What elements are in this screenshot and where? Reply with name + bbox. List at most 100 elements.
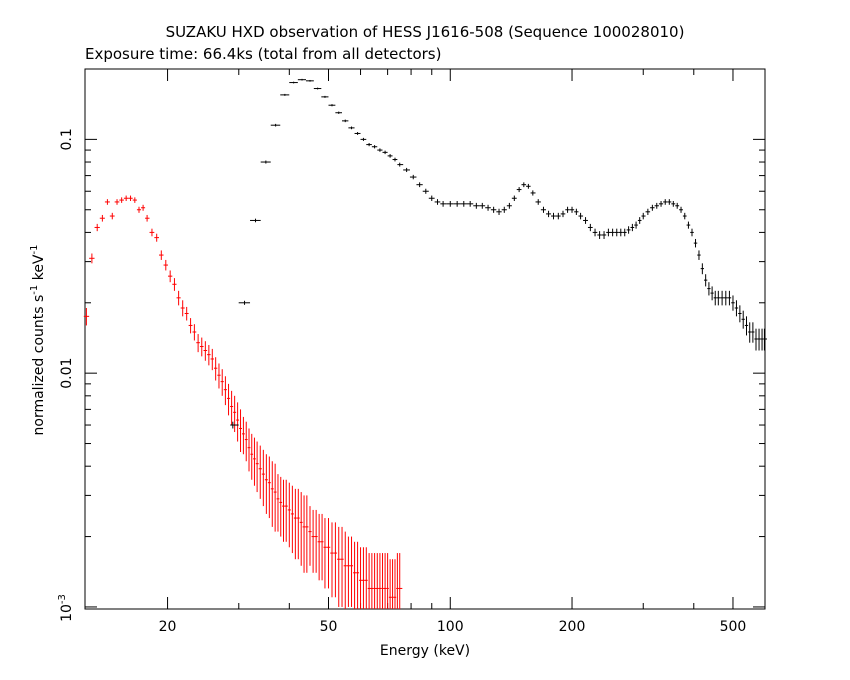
- chart-title: SUZAKU HXD observation of HESS J1616-508…: [166, 23, 685, 41]
- series-layer: [83, 78, 768, 609]
- data-point: [386, 553, 389, 609]
- data-point: [196, 334, 200, 353]
- y-axis-tick-labels: 0.1 0.01: [59, 128, 75, 389]
- data-point: [388, 559, 392, 609]
- data-point: [731, 295, 735, 311]
- data-point: [521, 182, 527, 188]
- data-point: [247, 428, 251, 472]
- data-point: [700, 263, 705, 275]
- data-point: [710, 286, 714, 301]
- data-point: [751, 322, 755, 343]
- data-point: [250, 218, 261, 223]
- data-point: [610, 228, 615, 237]
- data-point: [675, 202, 680, 209]
- data-point: [233, 395, 237, 433]
- data-point: [261, 449, 265, 507]
- data-point: [690, 228, 694, 237]
- data-point: [723, 290, 728, 306]
- data-point: [223, 376, 227, 406]
- data-point: [370, 553, 374, 609]
- data-point: [679, 206, 683, 213]
- data-point: [172, 278, 177, 291]
- data-point: [293, 488, 297, 560]
- data-point: [614, 228, 619, 237]
- data-point: [207, 344, 211, 366]
- data-point: [453, 201, 461, 207]
- x-axis-tick-labels: 20 50 100 200 500: [159, 619, 747, 635]
- data-point: [637, 217, 642, 224]
- data-point: [323, 518, 327, 589]
- data-point: [587, 223, 593, 232]
- data-point: [446, 201, 454, 207]
- data-point: [273, 463, 277, 532]
- data-point: [192, 324, 197, 341]
- data-point: [359, 547, 362, 609]
- data-point: [176, 290, 181, 306]
- data-point: [203, 341, 208, 361]
- data-point: [210, 348, 214, 371]
- data-point: [606, 228, 611, 237]
- data-point: [287, 482, 291, 548]
- data-point: [330, 522, 334, 598]
- y-tick-label-exp: 10-3: [57, 594, 75, 622]
- data-point: [250, 433, 254, 480]
- data-point: [434, 199, 441, 205]
- data-point: [109, 212, 115, 220]
- data-point: [353, 541, 357, 609]
- data-point: [335, 111, 342, 114]
- data-point: [371, 145, 378, 149]
- data-point: [530, 190, 536, 196]
- data-point: [387, 154, 393, 158]
- data-point: [479, 202, 486, 209]
- data-point: [311, 509, 315, 573]
- data-point: [663, 199, 668, 205]
- x-tick-label: 20: [159, 619, 177, 635]
- data-point: [341, 119, 349, 123]
- data-point: [289, 81, 298, 84]
- data-point: [734, 300, 739, 317]
- data-point: [378, 553, 382, 609]
- data-point: [356, 541, 360, 609]
- data-point: [320, 513, 324, 581]
- data-point: [565, 206, 570, 213]
- data-point: [239, 409, 242, 453]
- data-point: [99, 214, 105, 222]
- data-point: [713, 290, 717, 306]
- data-point: [188, 318, 193, 334]
- data-point: [645, 208, 651, 215]
- data-point: [391, 559, 394, 609]
- data-point: [760, 328, 764, 351]
- data-point: [290, 485, 294, 554]
- data-point: [526, 183, 531, 189]
- data-point: [382, 150, 388, 155]
- data-point: [366, 142, 372, 147]
- series-1: [230, 78, 768, 429]
- data-point: [354, 132, 361, 135]
- data-point: [238, 300, 251, 305]
- data-point: [634, 221, 638, 229]
- data-point: [422, 188, 429, 194]
- x-tick-label: 200: [559, 619, 586, 635]
- data-point: [720, 290, 724, 306]
- data-point: [574, 208, 579, 215]
- data-point: [244, 421, 248, 462]
- data-point: [754, 328, 758, 351]
- data-point: [313, 87, 322, 90]
- data-point: [381, 553, 384, 609]
- data-point: [364, 547, 368, 609]
- data-point: [340, 526, 344, 607]
- data-point: [375, 553, 379, 609]
- x-axis-label: Energy (keV): [380, 643, 470, 659]
- data-point: [578, 212, 584, 220]
- data-point: [241, 416, 245, 455]
- data-point: [282, 479, 285, 542]
- data-point: [276, 474, 280, 532]
- data-point: [693, 238, 698, 248]
- y-tick-exp-base: 10: [59, 604, 75, 622]
- data-point: [314, 509, 318, 573]
- data-point: [535, 199, 541, 205]
- data-point: [83, 307, 90, 326]
- data-point: [403, 167, 410, 173]
- data-point: [671, 201, 676, 207]
